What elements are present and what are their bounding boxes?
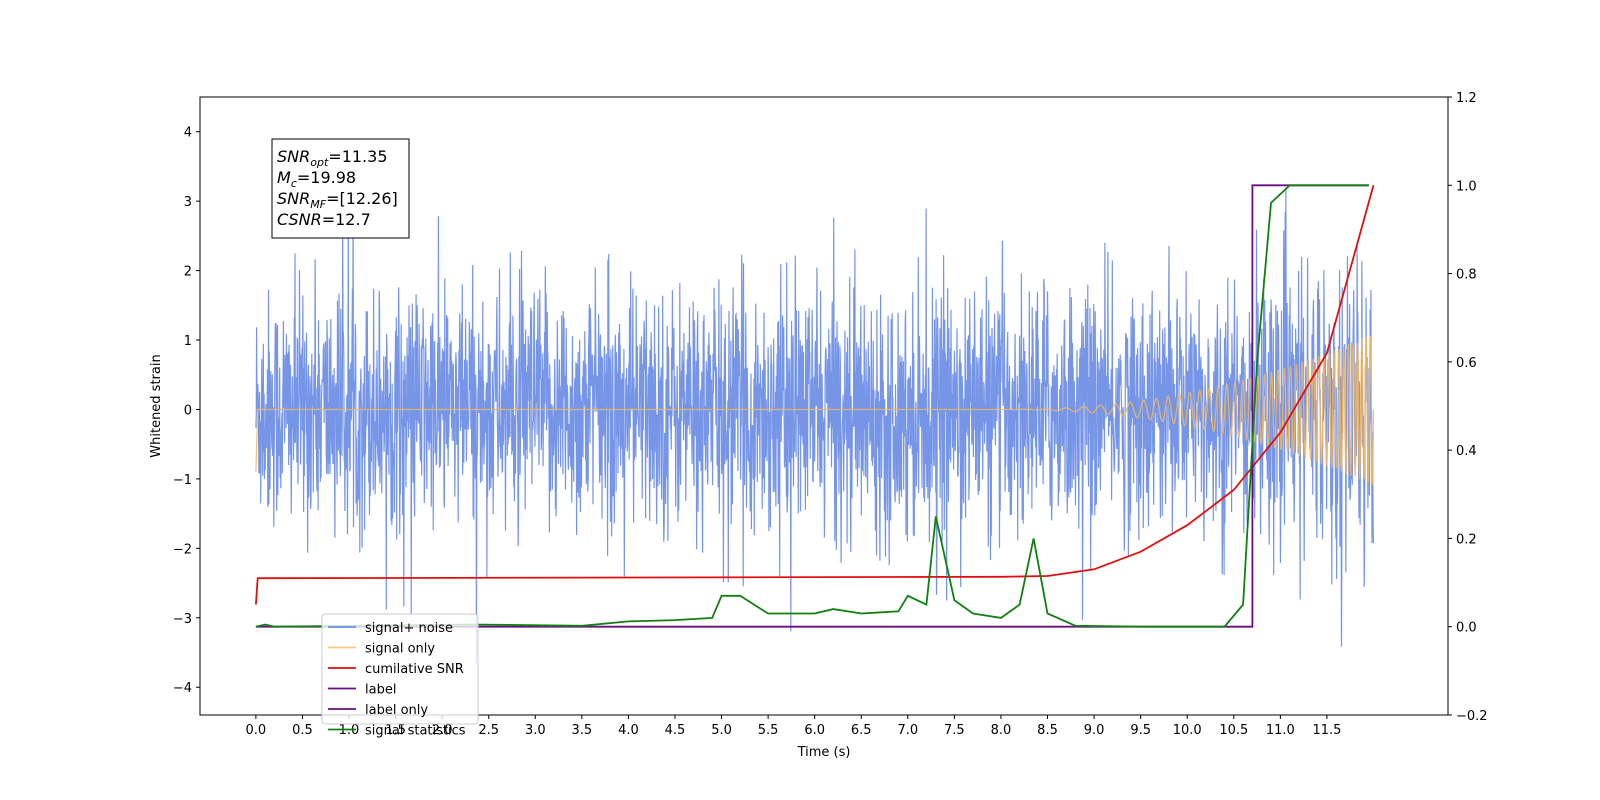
legend-label: cumilative SNR [365,662,464,677]
legend-label: signal+ noise [365,621,453,636]
x-tick-label: 9.0 [1084,723,1105,738]
legend: signal+ noise signal only cumilative SNR la… [321,613,479,739]
x-tick-label: 1.5 [385,723,406,738]
annotation-symbol: SNR [277,147,310,166]
x-tick-label: 4.5 [665,723,686,738]
right-y-tick-label: 1.0 [1456,179,1477,194]
x-tick-label: 5.0 [711,723,732,738]
annotation-line: SNRMF=[12.26] [277,189,398,211]
x-tick-label: 9.5 [1130,723,1151,738]
annotation-subscript: MF [310,198,326,211]
axes-frame [199,96,1449,716]
x-tick-label: 2.5 [478,723,499,738]
x-tick-label: 3.5 [572,723,593,738]
left-y-tick-label: 4 [184,126,192,141]
x-tick-label: 10.0 [1173,723,1202,738]
annotation-value: =12.7 [322,210,371,229]
x-tick-label: 11.5 [1312,723,1341,738]
series-cumilative-snr [255,185,1375,605]
x-tick-label: 6.5 [851,723,872,738]
series-signal-statistics [255,184,1369,628]
legend-label: label [365,683,396,698]
right-y-tick-label: 0.4 [1456,444,1477,459]
legend-frame [321,613,479,725]
legend-label: signal statistics [365,724,466,739]
series-signal-only [255,335,1375,485]
x-tick-label: 11.0 [1266,723,1295,738]
right-y-axis: −0.2 0.0 0.2 0.4 0.6 0.8 1.0 1.2 [1448,91,1488,724]
plot-area [255,184,1375,664]
right-y-tick-label: 0.6 [1456,356,1477,371]
right-y-tick-label: 0.8 [1456,268,1477,283]
x-tick-label: 1.0 [339,723,360,738]
stats-annotation-box: SNRopt=11.35Mc=19.98SNRMF=[12.26]CSNR=12… [271,138,410,239]
left-y-tick-label: −1 [173,473,192,488]
x-tick-label: 5.5 [758,723,779,738]
x-tick-label: 10.5 [1219,723,1248,738]
x-tick-label: 6.0 [804,723,825,738]
annotation-line: Mc=19.98 [277,168,356,190]
legend-label: label only [365,703,428,718]
annotation-line: SNRopt=11.35 [277,147,388,169]
left-y-tick-label: 0 [184,403,192,418]
right-y-tick-label: 0.2 [1456,532,1477,547]
annotation-symbol: CSNR [277,210,322,229]
annotation-value: =11.35 [328,147,387,166]
annotation-box-frame [271,138,410,239]
x-tick-label: 0.5 [292,723,313,738]
left-y-tick-label: −4 [173,681,192,696]
x-tick-label: 4.0 [618,723,639,738]
right-y-tick-label: 0.0 [1456,621,1477,636]
x-tick-label: 7.5 [944,723,965,738]
x-axis-label: Time (s) [797,745,851,760]
annotation-symbol: M [277,168,291,187]
x-tick-label: 3.0 [525,723,546,738]
annotation-value: =[12.26] [326,189,398,208]
left-y-tick-label: 3 [184,195,192,210]
annotation-line: CSNR=12.7 [277,210,371,229]
legend-label: signal only [365,642,435,657]
annotation-subscript: opt [310,156,329,169]
left-y-tick-label: −3 [173,612,192,627]
left-y-axis: −4 −3 −2 −1 0 1 2 3 4 [173,126,200,696]
x-axis: 0.0 0.5 1.0 1.5 2.0 2.5 3.0 3.5 4.0 4.5 5.0 5.5 6.0 6… [246,715,1341,738]
right-y-tick-label: −0.2 [1456,709,1488,724]
x-tick-label: 2.0 [432,723,453,738]
annotation-value: =19.98 [297,168,356,187]
series-signal-plus-noise [255,184,1375,664]
x-tick-label: 8.0 [991,723,1012,738]
annotation-symbol: SNR [277,189,310,208]
left-y-tick-label: 2 [184,265,192,280]
y-axis-label: Whitened strain [149,354,164,457]
x-tick-label: 7.0 [897,723,918,738]
right-y-tick-label: 1.2 [1456,91,1477,106]
x-tick-label: 0.0 [246,723,267,738]
left-y-tick-label: 1 [184,334,192,349]
annotation-subscript: c [291,177,297,190]
left-y-tick-label: −2 [173,542,192,557]
x-tick-label: 8.5 [1037,723,1058,738]
